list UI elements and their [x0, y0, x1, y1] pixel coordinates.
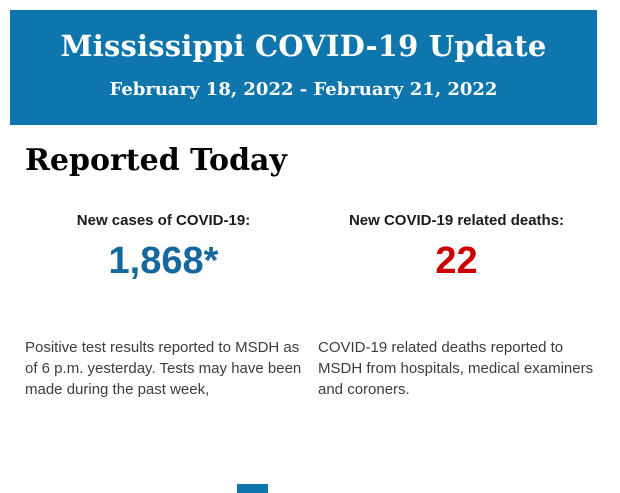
- stats-row: New cases of COVID-19: 1,868* New COVID-…: [25, 212, 595, 280]
- new-cases-description: Positive test results reported to MSDH a…: [25, 339, 302, 398]
- stat-new-cases: New cases of COVID-19: 1,868*: [25, 212, 302, 280]
- descriptions-row: Positive test results reported to MSDH a…: [25, 337, 595, 400]
- main-content: Reported Today New cases of COVID-19: 1,…: [25, 143, 595, 400]
- new-cases-label: New cases of COVID-19:: [76, 212, 251, 229]
- page-title: Mississippi COVID-19 Update: [60, 29, 547, 63]
- header-banner: Mississippi COVID-19 Update February 18,…: [10, 10, 597, 125]
- new-deaths-label: New COVID-19 related deaths:: [348, 212, 565, 229]
- next-section-cutoff: [237, 484, 268, 493]
- date-range: February 18, 2022 - February 21, 2022: [109, 79, 498, 100]
- new-deaths-value: 22: [435, 240, 478, 282]
- new-cases-value: 1,868*: [108, 240, 219, 282]
- stat-new-deaths: New COVID-19 related deaths: 22: [318, 212, 595, 280]
- reported-today-heading: Reported Today: [25, 143, 287, 178]
- new-deaths-description: COVID-19 related deaths reported to MSDH…: [318, 339, 594, 398]
